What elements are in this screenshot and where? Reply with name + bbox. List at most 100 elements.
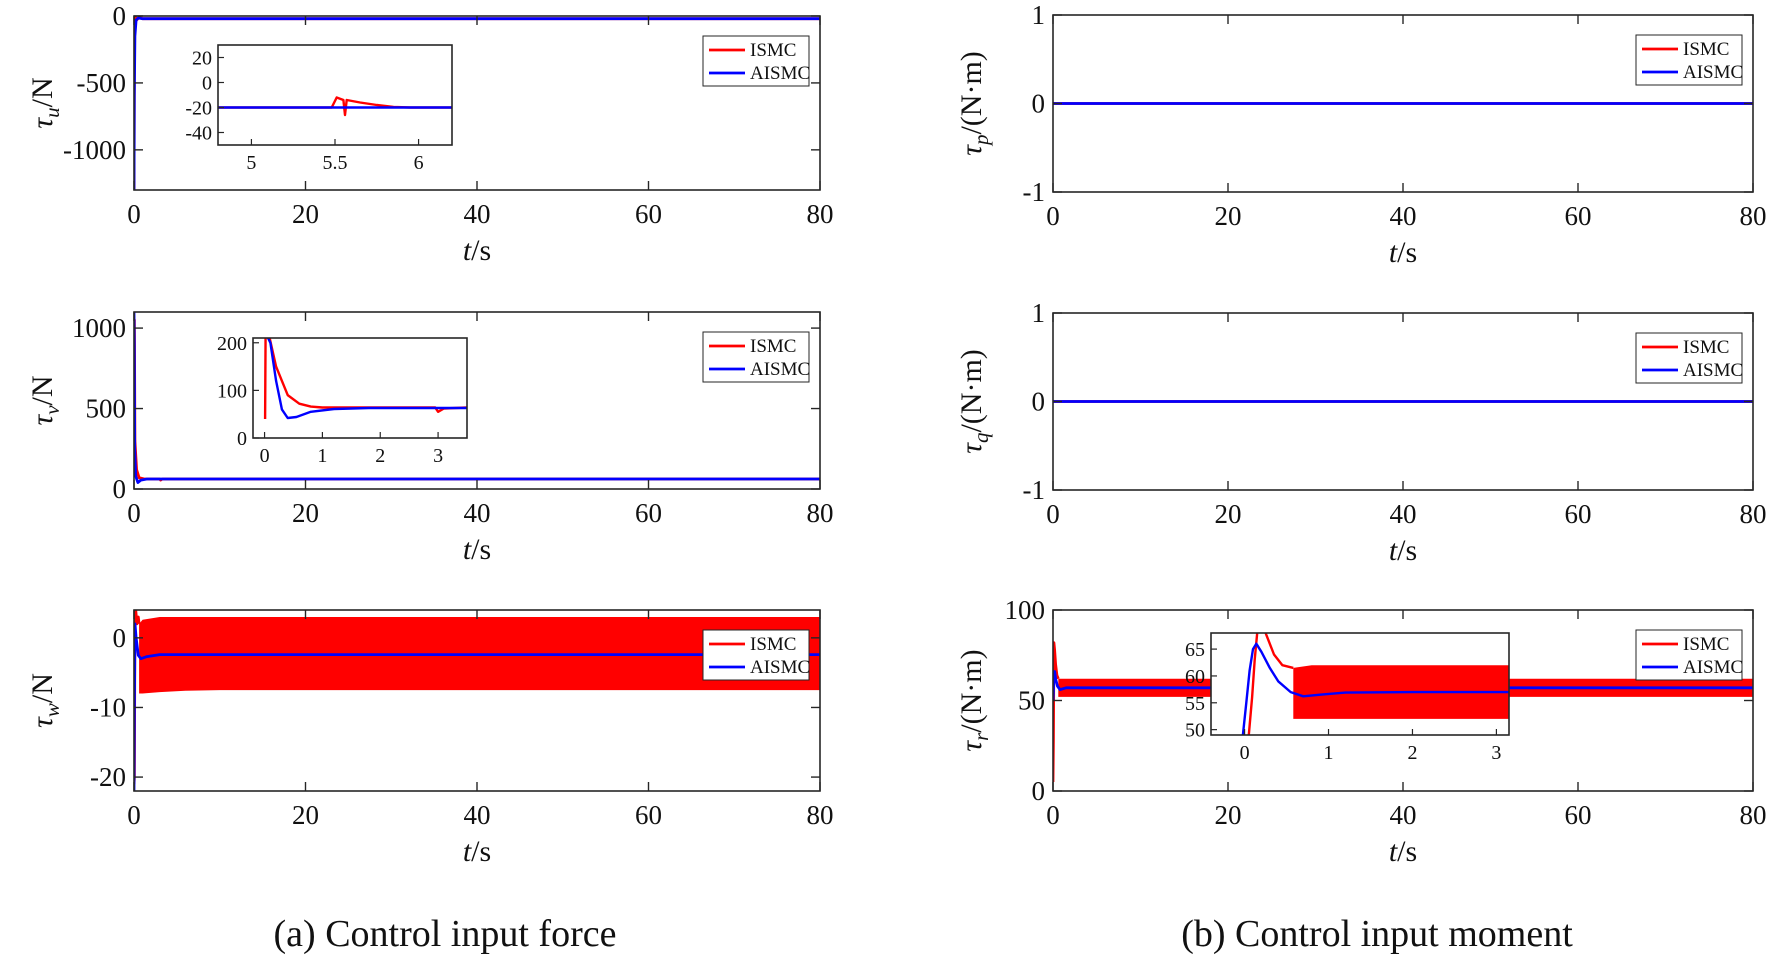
y-axis-label-symbol: τ — [26, 716, 59, 728]
x-tick-label: 60 — [635, 800, 662, 830]
inset: 0 1 2 3 65 60 55 50 — [1185, 632, 1510, 764]
y-tick-label: 1 — [1032, 0, 1046, 30]
x-tick-label: 40 — [1390, 499, 1417, 529]
inset-y-tick-label: 20 — [192, 48, 212, 70]
x-tick-label: 0 — [1046, 201, 1060, 231]
x-tick-label: 0 — [127, 199, 141, 229]
inset-plot-area — [263, 338, 467, 420]
x-axis-label-unit: /s — [1397, 236, 1417, 269]
x-axis-label-var: t — [1389, 534, 1398, 567]
y-axis-label-symbol: τ — [955, 144, 988, 156]
x-tick-label: 60 — [635, 199, 662, 229]
y-axis-label: τr/(N·m) — [955, 649, 993, 751]
y-axis-label-subscript: u — [40, 107, 64, 118]
inset-y-tick-label: 65 — [1185, 639, 1205, 661]
y-tick-label: -1 — [1023, 177, 1046, 207]
x-axis-label-unit: /s — [471, 533, 491, 566]
y-tick-label: 0 — [1032, 89, 1046, 119]
inset-y-tick-label: 200 — [217, 333, 247, 355]
legend-box — [702, 629, 810, 681]
inset-background — [253, 338, 467, 438]
y-axis-label-unit: /N — [26, 77, 59, 107]
y-axis-label-subscript: p — [969, 135, 993, 148]
y-axis-label-symbol: τ — [955, 740, 988, 752]
x-tick-label: 40 — [464, 800, 491, 830]
y-tick-label: 0 — [113, 1, 127, 31]
x-tick-label: 20 — [1215, 201, 1242, 231]
inset-background — [218, 45, 452, 145]
x-tick-label: 20 — [1215, 499, 1242, 529]
y-tick-label: 0 — [113, 474, 127, 504]
inset-series-line-ismc — [263, 338, 467, 420]
legend-aismc-label: AISMC — [1683, 62, 1743, 83]
legend-ismc-label: ISMC — [750, 634, 796, 655]
x-axis-label: t/s — [1389, 534, 1417, 567]
legend-ismc-label: ISMC — [1683, 39, 1729, 60]
inset-y-tick-label: 50 — [1185, 720, 1205, 742]
inset: 5 5.5 6 20 0 -20 -40 — [185, 44, 453, 174]
x-axis-label-var: t — [1389, 835, 1398, 868]
y-axis-label: τv/N — [26, 375, 64, 425]
inset-x-tick-label: 3 — [1491, 742, 1501, 764]
inset-frame — [252, 337, 468, 439]
x-axis-label-var: t — [463, 835, 472, 868]
inset-x-tick-label: 3 — [433, 445, 443, 467]
y-tick-label: -1000 — [63, 135, 126, 165]
inset: 0 1 2 3 200 100 0 — [217, 333, 468, 467]
x-axis-label: t/s — [463, 234, 491, 267]
inset-y-tick-label: 0 — [237, 428, 247, 450]
legend-box — [702, 331, 810, 383]
inset-series-line-aismc — [266, 338, 467, 420]
inset-x-tick-label: 2 — [1407, 742, 1417, 764]
y-tick-label: 100 — [1005, 595, 1046, 625]
x-tick-label: 40 — [464, 199, 491, 229]
x-tick-label: 0 — [1046, 499, 1060, 529]
x-tick-label: 80 — [1740, 201, 1767, 231]
inset-y-tick-label: 100 — [217, 380, 247, 402]
x-tick-label: 60 — [1565, 499, 1592, 529]
y-tick-label: 1000 — [72, 313, 126, 343]
y-axis-label: τw/N — [26, 673, 64, 728]
legend-box — [1635, 332, 1743, 384]
x-tick-label: 40 — [464, 498, 491, 528]
inset-series-line-aismc — [1241, 642, 1509, 735]
x-tick-label: 60 — [635, 498, 662, 528]
inset-x-tick-label: 5 — [246, 152, 256, 174]
legend-aismc-label: AISMC — [750, 63, 810, 84]
inset-y-tick-label: 0 — [202, 73, 212, 95]
y-axis-label-symbol: τ — [26, 117, 59, 129]
y-axis-label-unit: /N — [26, 673, 59, 703]
inset-y-tick-label: 55 — [1185, 693, 1205, 715]
legend-ismc-label: ISMC — [1683, 634, 1729, 655]
y-tick-label: 1 — [1032, 298, 1046, 328]
legend-aismc-label: AISMC — [1683, 657, 1743, 678]
inset-plot-area — [1241, 633, 1509, 735]
x-axis-label: t/s — [463, 835, 491, 868]
x-axis-label-var: t — [1389, 236, 1398, 269]
inset-plot-area — [218, 96, 452, 117]
x-axis-label-unit: /s — [1397, 835, 1417, 868]
y-axis-label-symbol: τ — [955, 442, 988, 454]
legend-box — [702, 35, 810, 87]
x-tick-label: 20 — [1215, 800, 1242, 830]
x-axis-label-unit: /s — [1397, 534, 1417, 567]
inset-x-tick-label: 0 — [260, 445, 270, 467]
y-axis-label-symbol: τ — [26, 414, 59, 426]
x-axis-label-var: t — [463, 533, 472, 566]
inset-x-tick-label: 5.5 — [323, 152, 348, 174]
legend-ismc-label: ISMC — [1683, 337, 1729, 358]
y-axis-label-unit: /(N·m) — [955, 349, 988, 432]
x-tick-label: 20 — [292, 498, 319, 528]
x-tick-label: 40 — [1390, 201, 1417, 231]
y-tick-label: 500 — [86, 394, 127, 424]
y-axis-label-subscript: q — [969, 432, 993, 443]
x-axis-label: t/s — [1389, 236, 1417, 269]
x-tick-label: 0 — [127, 800, 141, 830]
